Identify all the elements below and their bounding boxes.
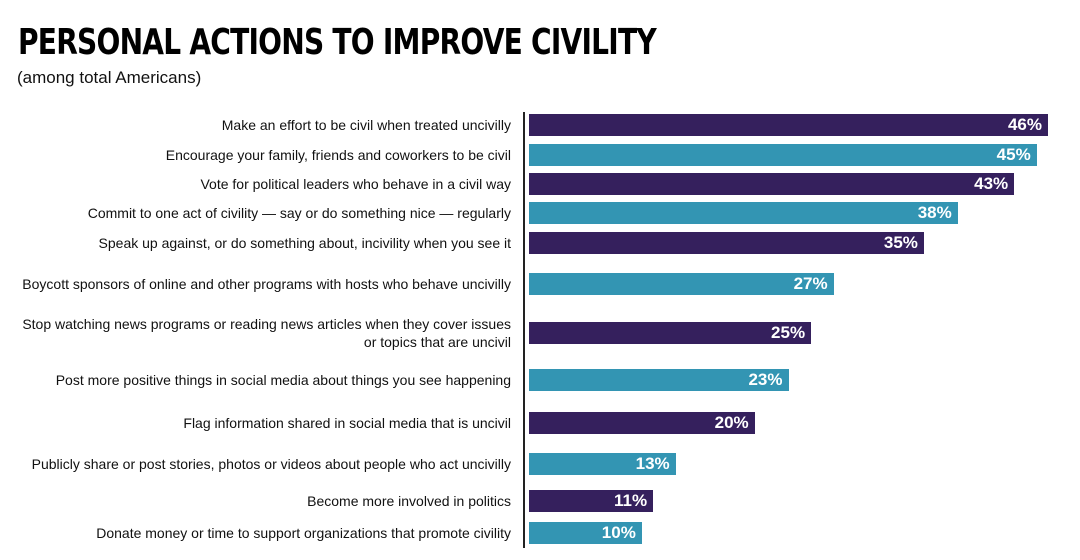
bar: 11%	[529, 490, 654, 512]
data-label: 25%	[771, 323, 806, 342]
category-label: Flag information shared in social media …	[183, 415, 511, 431]
category-label: Vote for political leaders who behave in…	[200, 176, 511, 192]
data-label: 46%	[1007, 115, 1042, 134]
category-label: Donate money or time to support organiza…	[96, 525, 511, 541]
bar: 10%	[529, 522, 642, 544]
bar: 25%	[529, 322, 812, 344]
bar: 45%	[529, 144, 1037, 166]
y-axis-line	[523, 112, 525, 548]
data-label: 38%	[917, 203, 952, 222]
bar: 43%	[529, 173, 1015, 195]
category-label: Encourage your family, friends and cowor…	[165, 147, 511, 163]
data-label: 35%	[883, 233, 918, 252]
data-label: 10%	[601, 523, 636, 542]
category-label: Speak up against, or do something about,…	[98, 235, 511, 251]
category-label: Stop watching news programs or reading n…	[22, 316, 511, 350]
bar: 23%	[529, 369, 789, 391]
category-label: Post more positive things in social medi…	[55, 372, 511, 388]
bar: 46%	[529, 114, 1048, 136]
category-label: Boycott sponsors of online and other pro…	[22, 276, 511, 292]
data-label: 11%	[614, 491, 648, 510]
bar: 35%	[529, 232, 924, 254]
chart-subtitle: (among total Americans)	[17, 68, 202, 87]
data-label: 13%	[635, 454, 670, 473]
category-label: Become more involved in politics	[307, 493, 511, 509]
data-label: 23%	[748, 370, 783, 389]
category-label: Publicly share or post stories, photos o…	[31, 456, 511, 472]
category-label: Commit to one act of civility — say or d…	[87, 205, 511, 221]
bar: 27%	[529, 273, 834, 295]
bar: 20%	[529, 412, 755, 434]
data-label: 20%	[714, 413, 749, 432]
chart-title: PERSONAL ACTIONS TO IMPROVE CIVILITY	[18, 22, 657, 63]
data-label: 43%	[974, 174, 1009, 193]
data-label: 45%	[996, 145, 1031, 164]
category-label: Make an effort to be civil when treated …	[221, 117, 511, 133]
data-label: 27%	[793, 274, 828, 293]
bar: 13%	[529, 453, 676, 475]
bar: 38%	[529, 202, 958, 224]
